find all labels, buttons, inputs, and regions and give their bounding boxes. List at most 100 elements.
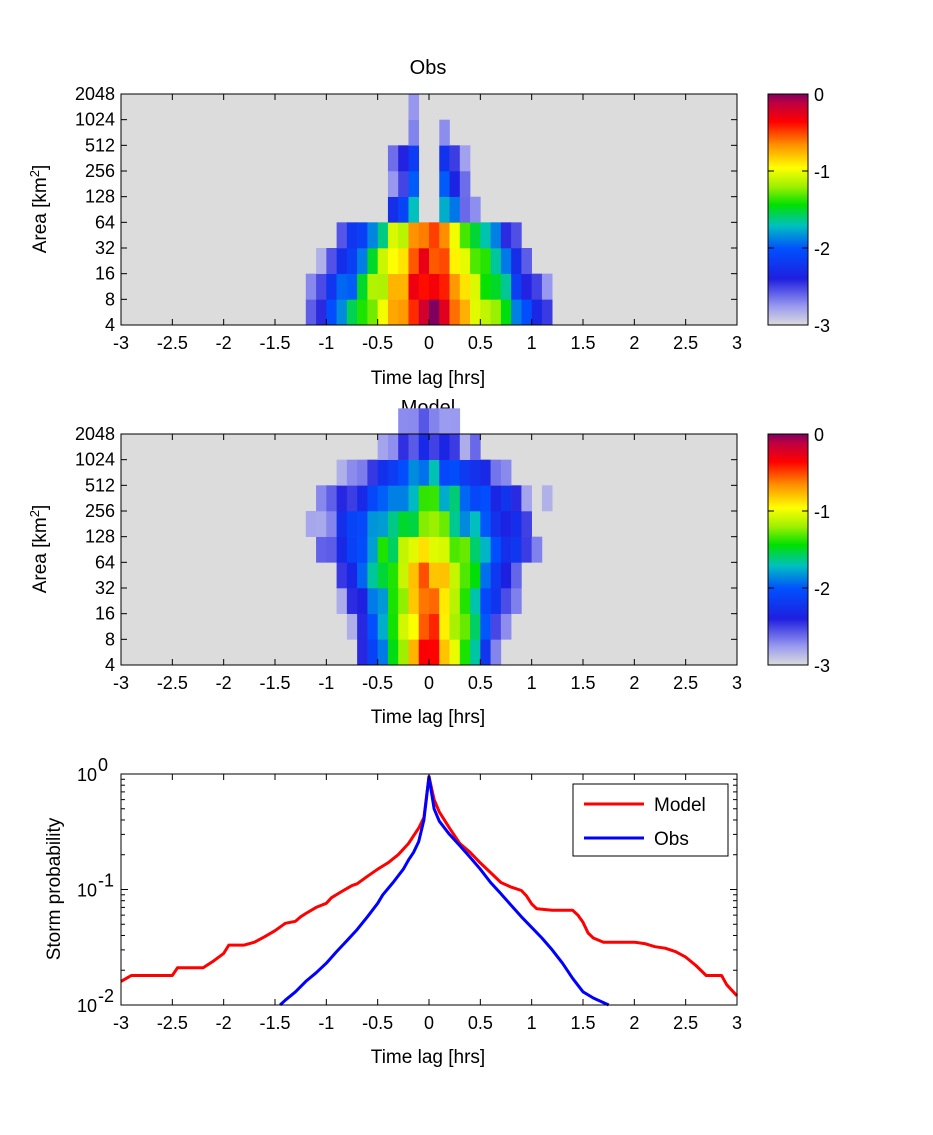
obs-heatmap-cell xyxy=(398,171,409,197)
model-heatmap-cell xyxy=(357,459,368,486)
prob-series-line-obs xyxy=(279,775,610,1007)
legend-model-label: Model xyxy=(654,795,706,816)
model-heatmap-cell xyxy=(500,562,512,589)
model-heatmap-cell xyxy=(449,536,461,563)
obs-heatmap-cell xyxy=(326,273,337,300)
model-heatmap-cell xyxy=(367,613,378,640)
obs-colorbar-tick-label: -3 xyxy=(814,316,830,336)
model-heatmap-cell xyxy=(429,536,440,563)
model-heatmap-cell xyxy=(336,562,348,589)
obs-y-tick-label: 256 xyxy=(85,161,115,181)
model-heatmap-cell xyxy=(470,511,481,537)
obs-colorbar-tick-label: -1 xyxy=(814,162,830,182)
obs-y-tick-label: 128 xyxy=(85,187,115,207)
obs-heatmap-panel: Obs -3 -2.5 -2 -1.5 -1 -0.5 0 0.5 1 1.5 2 2.5 3 4 8 16… xyxy=(27,57,830,389)
obs-heatmap-cell xyxy=(346,248,358,274)
model-y-tick-label: 128 xyxy=(85,527,115,547)
obs-heatmap-cell xyxy=(398,196,409,223)
model-heatmap-cell xyxy=(429,485,440,512)
model-heatmap-cell xyxy=(408,562,420,589)
obs-heatmap-cell xyxy=(387,145,399,172)
model-heatmap-cell xyxy=(346,588,358,614)
model-colorbar-tick-label: -2 xyxy=(814,579,830,599)
obs-x-axis-label: Time lag [hrs] xyxy=(371,368,485,389)
obs-heatmap-cell xyxy=(500,273,512,300)
obs-heatmap-cell xyxy=(398,299,409,326)
obs-heatmap-cell xyxy=(377,222,389,249)
obs-heatmap-cell xyxy=(521,248,532,274)
model-heatmap-cell xyxy=(480,588,491,614)
model-heatmap-cell xyxy=(439,408,450,435)
model-heatmap-cell xyxy=(387,485,399,512)
model-colorbar xyxy=(767,433,809,666)
model-heatmap-cell xyxy=(480,459,491,486)
model-heatmap-cell xyxy=(459,434,471,460)
model-heatmap-cell xyxy=(541,485,553,512)
model-heatmap-cell xyxy=(377,485,389,512)
obs-heatmap-cell xyxy=(531,273,543,300)
model-heatmap-cell xyxy=(480,613,491,640)
obs-heatmap-cell xyxy=(387,248,399,274)
obs-heatmap-cell xyxy=(439,273,450,300)
model-heatmap-cell xyxy=(346,562,358,589)
obs-heatmap-cell xyxy=(439,222,450,249)
obs-y-tick-label: 2048 xyxy=(75,84,115,104)
prob-x-tick-label: 1.5 xyxy=(570,1013,595,1033)
model-heatmap-cell xyxy=(316,485,327,512)
obs-y-tick-label: 16 xyxy=(95,264,115,284)
model-heatmap-cell xyxy=(377,434,389,460)
obs-heatmap-cell xyxy=(459,222,471,249)
model-heatmap-cell xyxy=(511,536,522,563)
model-heatmap-cell xyxy=(511,588,522,614)
model-heatmap-cell xyxy=(418,459,430,486)
model-y-tick-label: 8 xyxy=(105,629,115,649)
obs-x-tick-label: -3 xyxy=(113,333,129,353)
model-heatmap-cell xyxy=(439,613,450,640)
model-heatmap-cell xyxy=(470,434,481,460)
obs-heatmap-cell xyxy=(449,145,461,172)
obs-heatmap-cell xyxy=(541,299,553,326)
model-heatmap-cell xyxy=(408,613,420,640)
model-heatmap-cell xyxy=(418,434,430,460)
model-heatmap-cell xyxy=(408,536,420,563)
model-heatmap-cell xyxy=(346,536,358,563)
model-heatmap-cell xyxy=(336,485,348,512)
obs-heatmap-cell xyxy=(511,222,522,249)
model-heatmap-cell xyxy=(490,562,502,589)
prob-y-tick-label: 10 xyxy=(77,765,97,785)
model-heatmap-cell xyxy=(439,511,450,537)
model-heatmap-cell xyxy=(521,485,532,512)
model-y-tick-label: 512 xyxy=(85,475,115,495)
obs-heatmap-cell xyxy=(480,222,491,249)
model-heatmap-cell xyxy=(326,485,337,512)
model-heatmap-cell xyxy=(398,562,409,589)
obs-heatmap-cell xyxy=(490,248,502,274)
model-y-tick-label: 16 xyxy=(95,604,115,624)
model-heatmap-cell xyxy=(490,536,502,563)
model-x-tick-label: 0 xyxy=(424,673,434,693)
obs-heatmap-cell xyxy=(480,248,491,274)
model-heatmap-cell xyxy=(490,588,502,614)
model-heatmap-cell xyxy=(490,613,502,640)
model-heatmap-cell xyxy=(490,511,502,537)
model-colorbar-tick-label: 0 xyxy=(814,425,824,445)
obs-heatmap-cell xyxy=(470,299,481,326)
obs-heatmap-cell xyxy=(459,299,471,326)
prob-y-tick-label: 10 xyxy=(77,996,97,1016)
model-heatmap-cell xyxy=(459,485,471,512)
model-heatmap-cell xyxy=(459,613,471,640)
model-heatmap-cell xyxy=(429,639,440,666)
model-heatmap-cell xyxy=(387,459,399,486)
model-heatmap-cell xyxy=(449,588,461,614)
obs-heatmap-cell xyxy=(459,248,471,274)
model-y-ticks: 4 8 16 32 64 128 256 512 1024 2048 xyxy=(75,424,737,675)
obs-heatmap-cell xyxy=(408,119,420,146)
model-heatmap-cell xyxy=(377,459,389,486)
model-x-tick-label: 2.5 xyxy=(673,673,698,693)
model-heatmap-cell xyxy=(459,562,471,589)
obs-heatmap-cell xyxy=(357,222,368,249)
model-heatmap-cell xyxy=(521,536,532,563)
model-heatmap-cell xyxy=(439,485,450,512)
model-heatmap-cell xyxy=(346,485,358,512)
